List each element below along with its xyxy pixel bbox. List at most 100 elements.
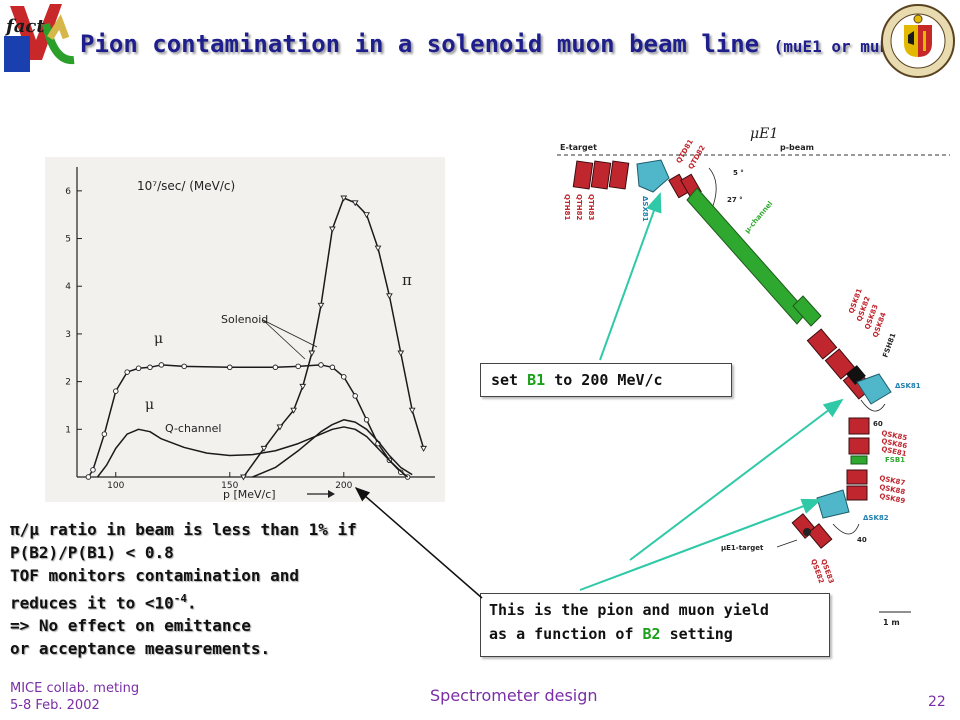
diagram-label: QTH83 (587, 194, 595, 220)
diagram-label: 60 (873, 420, 883, 428)
label-e-target: E-target (560, 143, 597, 152)
diagram-label: 40 (857, 536, 867, 544)
summary-line-6: or acceptance measurements. (10, 639, 271, 659)
data-point (318, 362, 324, 368)
yield-plot: 1 2 3 4 5 6 100 150 200 p [MeV/c] 10⁷/sec/ (MeV/c)… (65, 167, 435, 501)
fact-logo-icon: fact (4, 4, 75, 72)
data-point (124, 369, 130, 375)
annotation-leader (262, 319, 318, 348)
magnet-fsb (850, 455, 868, 465)
series-2 (252, 419, 413, 478)
callout-b1: set B1 to 200 MeV/c (480, 363, 732, 397)
scale-label: 1 m (883, 618, 900, 627)
x-tick-label: 100 (107, 481, 124, 491)
data-point (352, 393, 358, 399)
magnet-qth-0 (572, 160, 594, 190)
summary-line-4-text: reduces it to <10 (10, 593, 174, 613)
target-leader (776, 539, 798, 548)
data-point (386, 293, 393, 300)
annotation-mu-solenoid: μ (154, 331, 163, 347)
arrow-b2-lower (579, 498, 822, 591)
data-point (308, 350, 316, 357)
title-main: Pion contamination in a solenoid muon be… (80, 30, 760, 58)
angle-arc-2 (860, 399, 886, 412)
data-point (90, 467, 96, 473)
angle-arc (708, 167, 717, 207)
data-point (85, 474, 92, 480)
footer-collab: MICE collab. meting (10, 681, 140, 696)
page-number: 22 (928, 694, 946, 710)
y-tick-label: 3 (65, 330, 71, 340)
data-point (299, 383, 307, 390)
summary-line-1: π/μ ratio in beam is less than 1% if (10, 520, 357, 539)
series-0 (240, 195, 427, 481)
y-tick-label: 4 (65, 282, 71, 292)
diagram-label: FSB1 (885, 456, 905, 464)
diagram-label: QTH82 (575, 194, 583, 220)
magnet-qsk-b0 (848, 417, 870, 435)
annotation-solenoid: Solenoid (221, 313, 268, 326)
magnet-qsk-c1 (846, 485, 868, 501)
magnet-fsh (846, 365, 866, 385)
annotation-qchannel: Q-channel (165, 422, 221, 435)
y-tick-label: 6 (65, 187, 71, 197)
diagram-label: 27 ° (727, 196, 743, 204)
x-tick-label: 200 (335, 481, 352, 491)
y-axis-label: 10⁷/sec/ (MeV/c) (137, 179, 235, 193)
summary-line-4-end: . (187, 593, 197, 613)
summary-line-2: P(B2)/P(B1) < 0.8 (10, 543, 174, 562)
y-tick-label: 2 (65, 378, 71, 388)
data-point (158, 362, 165, 368)
data-point (329, 226, 336, 233)
footer-center: Spectrometer design (430, 686, 598, 705)
target-marker (803, 528, 811, 536)
annotation-mu-qchannel: μ (145, 397, 154, 413)
data-point (135, 365, 142, 372)
data-point (351, 200, 359, 207)
callout-b1-text-a: set (491, 371, 528, 389)
magnet-qth-2 (608, 160, 630, 190)
magnet-qse-1 (807, 523, 833, 549)
series-line (252, 419, 413, 478)
annotation-pi: π (402, 271, 412, 289)
diagram-label: 5 ° (733, 169, 744, 177)
geneva-seal-icon (881, 4, 955, 78)
arrow-b1 (599, 192, 662, 361)
data-point (340, 195, 348, 202)
data-point (374, 245, 382, 252)
magnet-qsk-a0 (806, 328, 838, 360)
y-tick-label: 1 (65, 425, 71, 435)
callout-b2: This is the pion and muon yield as a fun… (480, 593, 830, 657)
title-sub: (muE1 or muE4) (773, 37, 909, 56)
data-point (260, 445, 268, 452)
series-1 (85, 362, 411, 480)
annotation-leader (262, 319, 306, 360)
diagram-label: ΔSK81 (895, 382, 921, 390)
x-axis-label: p [MeV/c] (223, 488, 276, 501)
data-point (272, 364, 279, 371)
footer-left: MICE collab. meting 5-8 Feb. 2002 (10, 680, 139, 714)
data-point (276, 424, 284, 431)
magnet-dipole-1 (636, 159, 670, 193)
label-p-beam: p-beam (780, 143, 814, 152)
diagram-label: ΔSX81 (641, 196, 649, 222)
angle-arc-3 (832, 523, 860, 535)
series-3 (96, 426, 409, 478)
series-line (242, 197, 425, 478)
y-tick-label: 5 (65, 235, 71, 245)
data-point (147, 364, 153, 371)
data-point (420, 445, 427, 452)
magnet-qsk-b1 (848, 437, 870, 455)
arrow-to-plot (354, 487, 483, 599)
callout-b2-text-a: as a function of (489, 625, 643, 643)
data-point (363, 212, 370, 219)
mu-channel-end (792, 295, 822, 327)
x-tick-label: 150 (221, 481, 238, 491)
data-point (227, 364, 233, 371)
summary-line-4-exponent: -4 (173, 592, 188, 605)
data-point (329, 364, 336, 371)
slide-title: Pion contamination in a solenoid muon be… (80, 30, 908, 58)
series-line (96, 426, 409, 478)
